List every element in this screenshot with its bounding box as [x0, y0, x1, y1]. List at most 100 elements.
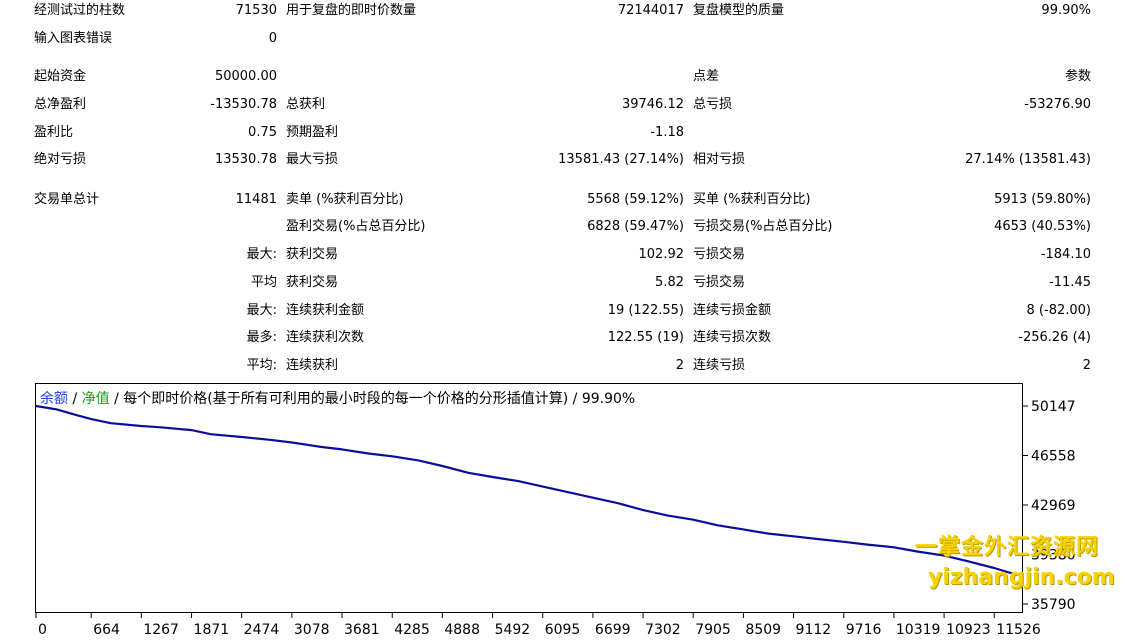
label-short-positions: 卖单 (%获利百分比)	[286, 192, 404, 207]
label-maximal-drawdown: 最大亏损	[286, 152, 339, 167]
value-loss-trades: 4653 (40.53%)	[994, 219, 1091, 234]
x-tick-label: 10319	[896, 622, 941, 638]
value-gross-profit: 39746.12	[621, 97, 684, 112]
label-ticks-modelled: 用于复盘的即时价数量	[286, 3, 417, 18]
chart-quality: 99.90%	[581, 391, 636, 407]
value-spread: 参数	[1064, 69, 1091, 84]
x-tick-label: 11526	[996, 622, 1041, 638]
label-profit-factor: 盈利比	[34, 125, 74, 140]
label-long-positions: 买单 (%获利百分比)	[693, 192, 811, 207]
value-total-net-profit: -13530.78	[210, 97, 277, 112]
value-maximal-consecutive-loss: -256.26 (4)	[1018, 330, 1091, 345]
x-tick-label: 2474	[244, 622, 280, 638]
value-gross-loss: -53276.90	[1024, 97, 1091, 112]
label-total-net-profit: 总净盈利	[34, 97, 87, 112]
plot-frame	[35, 383, 1023, 613]
report-table: 经测试过的柱数 71530 用于复盘的即时价数量 72144017 复盘模型的质…	[34, 3, 1091, 373]
value-relative-drawdown: 27.14% (13581.43)	[965, 152, 1091, 167]
label-gross-profit: 总获利	[286, 97, 326, 112]
label-initial-deposit: 起始资金	[34, 69, 87, 84]
label-absolute-drawdown: 绝对亏损	[34, 152, 87, 167]
x-axis: 0 664 1267 1871 2474 3078 3681 4285 4888 5492 6095…	[35, 613, 1041, 638]
value-maximal-consecutive-profit: 122.55 (19)	[607, 330, 684, 345]
y-tick-label: 42969	[1031, 498, 1076, 514]
value-max-consecutive-wins: 19 (122.55)	[607, 303, 684, 318]
label-max-consecutive-wins: 连续获利金额	[286, 303, 365, 318]
value-initial-deposit: 50000.00	[214, 69, 277, 84]
label-bars-tested: 经测试过的柱数	[34, 3, 126, 18]
label-relative-drawdown: 相对亏损	[693, 152, 746, 167]
chart-header: 余额 / 净值 / 每个即时价格(基于所有可利用的最小时段的每一个价格的分形插值…	[40, 390, 635, 408]
x-tick-label: 6699	[595, 622, 631, 638]
value-ticks-modelled: 72144017	[617, 3, 684, 18]
y-tick-label: 46558	[1031, 448, 1076, 464]
value-average-consecutive-losses: 2	[1082, 358, 1091, 373]
legend-balance: 余额	[40, 391, 68, 407]
label-maximal-consecutive-loss: 连续亏损次数	[693, 330, 772, 345]
label-average-consecutive-losses: 连续亏损	[693, 358, 746, 373]
x-tick-label: 1871	[194, 622, 230, 638]
value-long-positions: 5913 (59.80%)	[994, 192, 1091, 207]
watermark-text: 一掌金外汇资源网	[915, 535, 1100, 560]
label-modelling-quality: 复盘模型的质量	[693, 3, 785, 18]
watermark-url: yizhangjin.com	[928, 565, 1115, 590]
label-average: 平均	[250, 275, 277, 290]
label-maximal-consecutive-profit: 连续获利次数	[286, 330, 365, 345]
x-tick-label: 10923	[946, 622, 991, 638]
x-tick-label: 9716	[846, 622, 882, 638]
x-tick-label: 4285	[394, 622, 430, 638]
value-largest-profit-trade: 102.92	[638, 247, 685, 262]
value-average-loss-trade: -11.45	[1049, 275, 1091, 290]
value-expected-payoff: -1.18	[650, 125, 684, 140]
label-largest-loss-trade: 亏损交易	[693, 247, 746, 262]
value-modelling-quality: 99.90%	[1041, 3, 1091, 18]
value-absolute-drawdown: 13530.78	[214, 152, 277, 167]
legend-separator: /	[68, 391, 82, 407]
label-loss-trades: 亏损交易(%占总百分比)	[693, 219, 833, 234]
value-maximal-drawdown: 13581.43 (27.14%)	[558, 152, 684, 167]
value-average-profit-trade: 5.82	[655, 275, 684, 290]
value-largest-loss-trade: -184.10	[1040, 247, 1091, 262]
label-maximum: 最大:	[246, 303, 277, 318]
label-gross-loss: 总亏损	[693, 97, 733, 112]
chart-model-description: 每个即时价格(基于所有可利用的最小时段的每一个价格的分形插值计算)	[123, 391, 569, 407]
value-average-consecutive-wins: 2	[675, 358, 684, 373]
y-axis: 50147 46558 42969 39380 35790	[1023, 399, 1076, 613]
value-profit-trades: 6828 (59.47%)	[587, 219, 684, 234]
label-average-consecutive: 平均:	[246, 358, 277, 373]
label-expected-payoff: 预期盈利	[286, 125, 339, 140]
balance-chart: 50147 46558 42969 39380 35790 0 664 1267 1871 24…	[34, 382, 1142, 639]
x-tick-label: 7302	[645, 622, 681, 638]
label-total-trades: 交易单总计	[34, 192, 100, 207]
legend-separator: /	[109, 391, 124, 407]
y-tick-label: 35790	[1031, 597, 1076, 613]
x-tick-label: 664	[93, 622, 120, 638]
value-chart-errors: 0	[268, 31, 277, 46]
y-tick-label: 50147	[1031, 399, 1076, 415]
x-tick-label: 1267	[143, 622, 179, 638]
x-tick-label: 3681	[344, 622, 380, 638]
value-max-consecutive-losses: 8 (-82.00)	[1026, 303, 1091, 318]
x-tick-label: 7905	[695, 622, 731, 638]
x-tick-label: 9112	[796, 622, 832, 638]
x-tick-label: 8509	[745, 622, 781, 638]
label-profit-trades: 盈利交易(%占总百分比)	[286, 219, 426, 234]
chart-svg: 50147 46558 42969 39380 35790 0 664 1267 1871 24…	[35, 383, 1076, 638]
balance-series-line	[35, 404, 1018, 576]
value-short-positions: 5568 (59.12%)	[587, 192, 684, 207]
label-average-loss-trade: 亏损交易	[693, 275, 746, 290]
value-bars-tested: 71530	[235, 3, 277, 18]
legend-separator: /	[568, 391, 582, 407]
label-chart-errors: 输入图表错误	[34, 31, 113, 46]
x-tick-label: 4888	[444, 622, 480, 638]
legend-equity: 净值	[81, 391, 110, 407]
label-largest: 最大:	[246, 247, 277, 262]
value-profit-factor: 0.75	[248, 125, 277, 140]
label-average-profit-trade: 获利交易	[286, 275, 339, 290]
value-total-trades: 11481	[235, 192, 277, 207]
x-tick-label: 0	[38, 622, 47, 638]
label-maximal: 最多:	[246, 330, 277, 345]
x-tick-label: 5492	[495, 622, 531, 638]
label-max-consecutive-losses: 连续亏损金额	[693, 303, 772, 318]
x-tick-label: 3078	[294, 622, 330, 638]
